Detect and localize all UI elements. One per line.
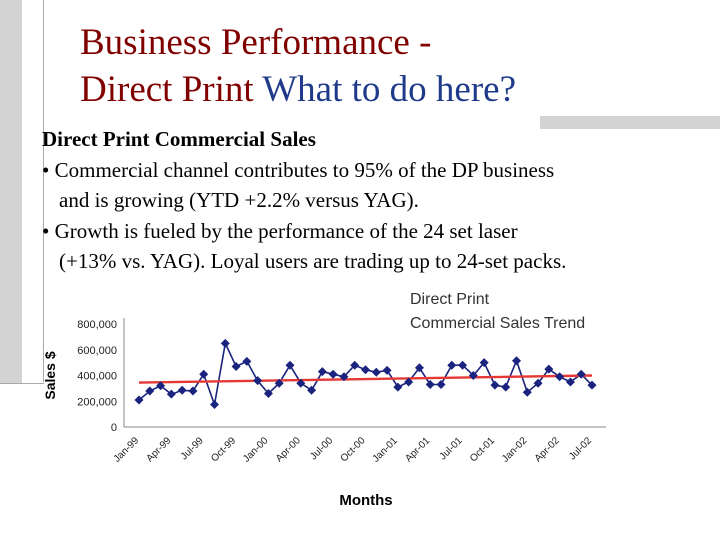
data-point — [587, 380, 597, 390]
data-point — [253, 376, 263, 386]
x-tick-label: Oct-01 — [468, 435, 497, 464]
data-point — [177, 385, 187, 395]
data-point — [565, 377, 575, 387]
data-point — [210, 399, 219, 409]
plot-area — [123, 318, 606, 428]
chart-title-line-1: Direct Print — [410, 291, 490, 308]
bullet-2-line-2: (+13% vs. YAG). Loyal users are trading … — [59, 249, 567, 273]
x-tick-label: Jan-00 — [241, 435, 271, 465]
data-point — [274, 378, 284, 388]
data-point — [188, 386, 198, 396]
data-point — [544, 364, 554, 374]
data-point — [242, 356, 252, 366]
title-question: What to do here? — [262, 68, 516, 110]
data-point — [199, 369, 209, 379]
data-point — [361, 365, 370, 375]
x-tick-label: Apr-02 — [533, 435, 562, 464]
data-point — [317, 367, 327, 377]
y-tick-label: 0 — [111, 422, 117, 434]
y-tick-label: 200,000 — [77, 396, 117, 408]
data-point — [512, 356, 521, 366]
decorative-horizontal-line — [0, 383, 44, 384]
chart-title-line-2: Commercial Sales Trend — [410, 315, 585, 332]
trend-line — [138, 374, 593, 384]
x-tick-label: Jan-99 — [112, 435, 142, 465]
bullet-1: • Commercial channel contributes to 95% … — [42, 155, 712, 216]
decorative-vertical-bar — [0, 0, 22, 383]
data-point — [296, 378, 306, 388]
decorative-horizontal-bar — [540, 116, 720, 129]
y-tick-label: 600,000 — [77, 345, 117, 357]
slide-title: Business Performance - Direct Print What… — [80, 20, 516, 113]
data-point — [307, 385, 317, 395]
data-point — [404, 377, 414, 387]
slide-body: Direct Print Commercial Sales • Commerci… — [42, 124, 712, 277]
x-tick-labels: Jan-99 Apr-99 Jul-99 Oct-99 Jan-00 Apr-00 Jul-… — [112, 435, 595, 465]
decorative-vertical-line — [43, 0, 44, 382]
bullet-1-line-1: • Commercial channel contributes to 95% … — [42, 157, 555, 182]
data-point — [468, 371, 478, 380]
data-point — [166, 389, 176, 399]
data-point — [522, 387, 532, 397]
data-point — [436, 380, 446, 390]
data-point — [447, 360, 457, 370]
data-point — [339, 372, 349, 382]
x-tick-label: Oct-00 — [339, 435, 368, 464]
x-tick-label: Jul-00 — [308, 435, 335, 462]
data-point — [533, 378, 543, 388]
data-point — [458, 360, 468, 370]
title-line-2a: Direct Print — [80, 68, 254, 110]
y-tick-label: 400,000 — [77, 371, 117, 383]
data-point — [285, 360, 295, 370]
data-point — [156, 381, 166, 391]
data-point — [382, 365, 392, 375]
x-tick-label: Apr-01 — [403, 435, 432, 464]
data-point — [501, 382, 511, 392]
x-tick-label: Apr-00 — [274, 435, 303, 464]
x-axis-label: Months — [339, 492, 392, 509]
data-point — [220, 338, 230, 348]
bullet-2-line-1: • Growth is fueled by the performance of… — [42, 218, 518, 243]
data-point — [231, 361, 241, 371]
sales-trend-chart: Direct Print Commercial Sales Trend Sale… — [42, 291, 606, 509]
x-tick-label: Jul-01 — [438, 435, 465, 462]
data-point — [393, 382, 403, 392]
title-line-1: Business Performance - — [80, 22, 432, 63]
x-tick-label: Oct-99 — [209, 435, 238, 464]
data-point — [263, 389, 273, 399]
data-point — [350, 360, 360, 370]
section-heading: Direct Print Commercial Sales — [42, 127, 316, 151]
y-axis-label: Sales $ — [42, 351, 58, 399]
data-point — [479, 358, 489, 368]
data-point — [425, 380, 435, 390]
y-tick-labels: 0 200,000 400,000 600,000 800,000 — [77, 319, 117, 434]
data-point — [371, 367, 381, 377]
data-point — [328, 369, 338, 379]
data-point — [555, 372, 565, 382]
data-point — [134, 395, 144, 405]
bullet-2: • Growth is fueled by the performance of… — [42, 216, 712, 277]
x-tick-label: Jul-99 — [179, 435, 206, 462]
data-point — [490, 380, 500, 390]
data-point — [576, 369, 586, 379]
y-tick-label: 800,000 — [77, 319, 117, 331]
x-tick-label: Jul-02 — [567, 435, 594, 462]
x-tick-label: Apr-99 — [144, 435, 173, 464]
x-tick-label: Jan-01 — [371, 435, 401, 465]
bullet-1-line-2: and is growing (YTD +2.2% versus YAG). — [59, 188, 419, 212]
data-point — [414, 363, 424, 373]
data-point — [145, 386, 155, 396]
x-tick-label: Jan-02 — [500, 435, 530, 465]
